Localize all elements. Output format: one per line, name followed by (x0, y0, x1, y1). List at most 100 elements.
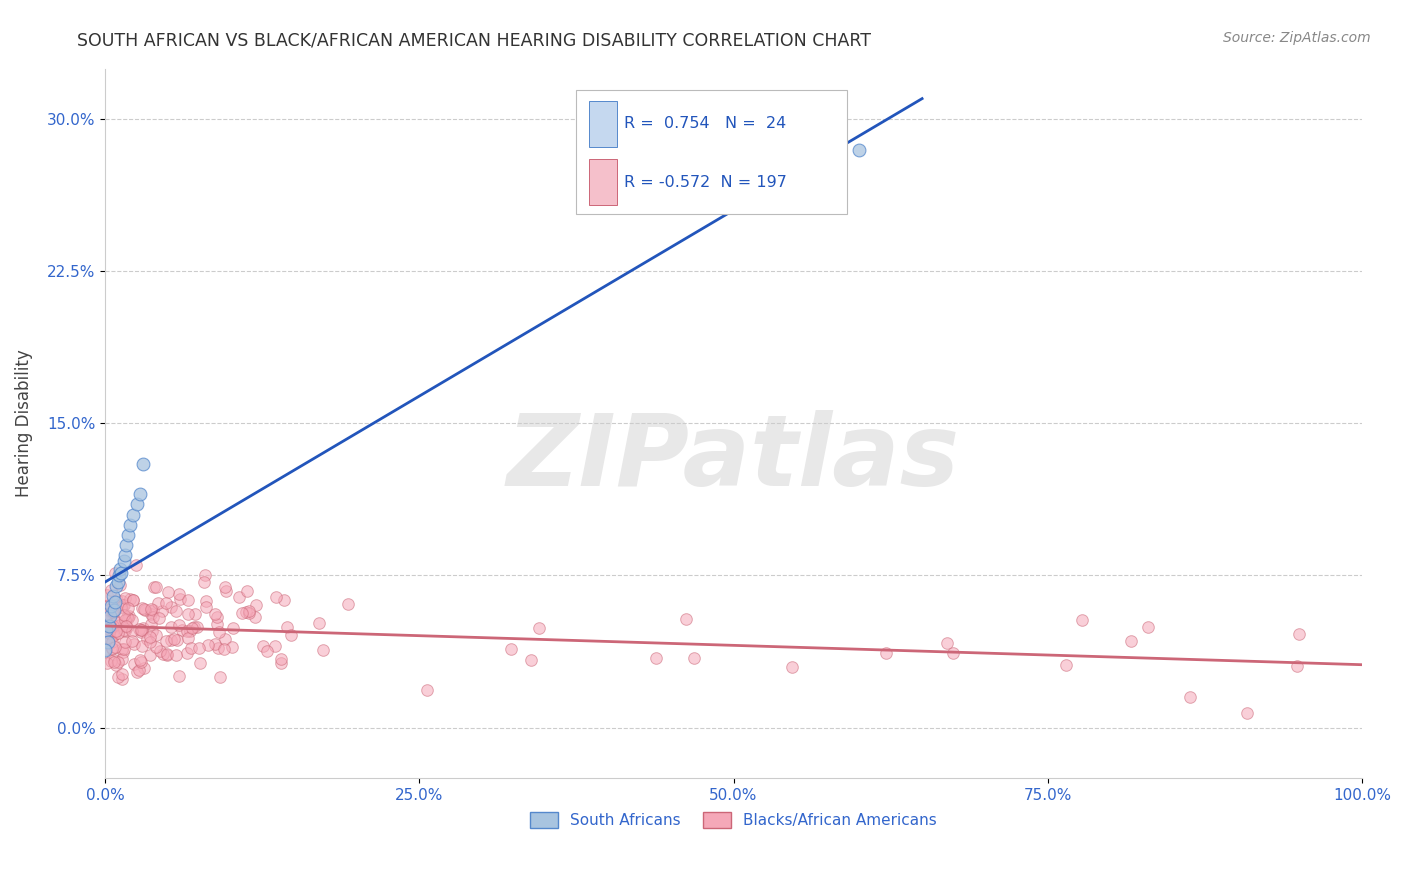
Point (125, 558, 148, 572)
Point (94, 643, 117, 657)
Point (139, 635, 162, 649)
Point (139, 617, 162, 632)
Text: ZIPatlas: ZIPatlas (508, 410, 960, 508)
Point (169, 669, 191, 683)
Point (205, 610, 228, 624)
Point (145, 628, 167, 642)
Point (101, 629, 124, 643)
Point (118, 608, 141, 623)
Point (142, 603, 165, 617)
Point (208, 670, 231, 684)
Point (131, 625, 153, 640)
Point (139, 630, 162, 644)
Point (176, 624, 198, 639)
Point (108, 568, 131, 582)
Point (98, 609, 121, 624)
Point (108, 618, 131, 632)
Point (112, 645, 135, 659)
Point (177, 593, 200, 607)
Point (499, 642, 522, 657)
Point (207, 641, 229, 656)
Point (117, 610, 139, 624)
Point (280, 628, 302, 642)
Point (252, 639, 274, 653)
Point (121, 624, 143, 639)
Point (1286, 659, 1309, 673)
Point (104, 640, 127, 654)
Point (96, 614, 118, 628)
Point (104, 598, 127, 612)
FancyBboxPatch shape (576, 90, 846, 214)
Point (193, 574, 215, 589)
Point (103, 655, 125, 669)
Point (107, 670, 129, 684)
Point (107, 655, 129, 669)
Point (104, 595, 127, 609)
Point (195, 600, 218, 615)
Point (96, 588, 118, 602)
Point (114, 548, 136, 562)
Point (245, 598, 267, 612)
Point (122, 592, 145, 607)
Point (104, 613, 127, 627)
Point (117, 528, 139, 542)
Text: R = -0.572  N = 197: R = -0.572 N = 197 (624, 175, 787, 190)
Point (131, 621, 153, 635)
Point (110, 566, 132, 581)
Point (114, 635, 136, 649)
Point (215, 583, 238, 598)
Point (235, 605, 257, 619)
Point (222, 621, 245, 635)
Point (97, 626, 120, 640)
Point (780, 659, 803, 673)
Point (1121, 634, 1143, 648)
Point (163, 632, 186, 646)
Point (108, 578, 131, 592)
Point (112, 554, 135, 568)
Point (129, 653, 152, 667)
Point (128, 622, 150, 636)
Point (152, 648, 174, 662)
Point (100, 583, 122, 598)
Point (96, 641, 118, 656)
Point (186, 619, 208, 633)
Point (159, 633, 181, 648)
Point (139, 648, 162, 662)
Point (128, 664, 150, 678)
Point (103, 627, 125, 641)
Point (645, 650, 668, 665)
Point (117, 600, 139, 615)
Point (238, 604, 260, 618)
Point (177, 631, 200, 645)
Point (214, 632, 236, 647)
Point (114, 624, 136, 638)
Point (520, 652, 543, 666)
Point (96, 633, 118, 648)
Point (184, 607, 207, 621)
Point (125, 498, 148, 512)
Point (145, 580, 167, 594)
Point (180, 621, 202, 635)
Point (270, 651, 292, 665)
Point (111, 667, 134, 681)
Point (114, 591, 136, 605)
Point (276, 620, 298, 634)
Point (337, 597, 360, 611)
Point (112, 624, 135, 638)
Point (127, 665, 149, 679)
Point (214, 641, 236, 656)
Point (131, 601, 153, 615)
Point (1178, 690, 1201, 704)
Point (204, 637, 226, 651)
Point (101, 605, 124, 619)
Point (110, 599, 132, 614)
Point (160, 619, 183, 633)
Point (169, 587, 191, 601)
Point (682, 650, 704, 665)
Point (143, 580, 166, 594)
Point (98, 620, 121, 634)
Point (238, 606, 260, 620)
Point (266, 591, 288, 605)
Point (139, 604, 162, 618)
Point (180, 640, 202, 655)
